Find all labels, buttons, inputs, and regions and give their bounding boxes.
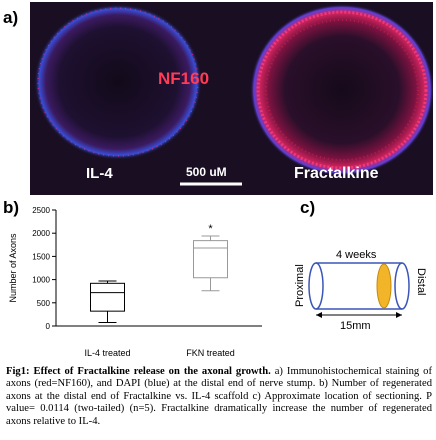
y-tick-label: 0 [46, 322, 51, 331]
panel-label-b: b) [3, 198, 20, 217]
y-tick-label: 2500 [32, 206, 50, 215]
figure-caption: Fig1: Effect of Fractalkine release on t… [6, 366, 432, 428]
y-axis-label: Number of Axons [8, 233, 18, 303]
y-tick-label: 2000 [32, 229, 50, 238]
duration-label: 4 weeks [336, 249, 377, 261]
panel-label-c: c) [300, 198, 316, 217]
caption-body: a) Immunohistochemical staining of axons… [6, 366, 432, 427]
iqr-box [90, 282, 125, 312]
scale-bar-label: 500 uM [186, 165, 227, 179]
distal-label: Distal [415, 268, 427, 296]
fractalkine-label: Fractalkine [294, 165, 379, 182]
iqr-box [193, 240, 228, 279]
nf160-label: NF160 [158, 69, 209, 88]
length-label: 15mm [340, 320, 371, 332]
fractalkine-nerve-section [250, 4, 433, 176]
scaffold-sectioning-diagram: 4 weeks Proximal Distal 15mm [294, 249, 427, 332]
sectioning-band [376, 263, 392, 309]
axon-count-boxplot: 0 500 1000 1500 2000 2500 Number of Axons IL-4 … [8, 206, 262, 358]
tube-distal-end [394, 262, 410, 310]
proximal-label: Proximal [294, 264, 306, 307]
fluorescence-micrograph: NF160 IL-4 500 uM Fractalkine [30, 2, 433, 195]
y-tick-label: 1000 [32, 276, 50, 285]
y-tick-label: 500 [37, 299, 51, 308]
category-label: IL-4 treated [84, 348, 130, 358]
il4-nerve-section [34, 4, 202, 160]
y-tick-label: 1500 [32, 252, 50, 261]
caption-title: Fig1: Effect of Fractalkine release on t… [6, 366, 271, 377]
panel-label-a: a) [3, 8, 19, 27]
significance-marker: * [208, 223, 213, 235]
il4-label: IL-4 [86, 165, 113, 182]
category-label: FKN treated [186, 348, 235, 358]
tube-proximal-end [308, 262, 324, 310]
